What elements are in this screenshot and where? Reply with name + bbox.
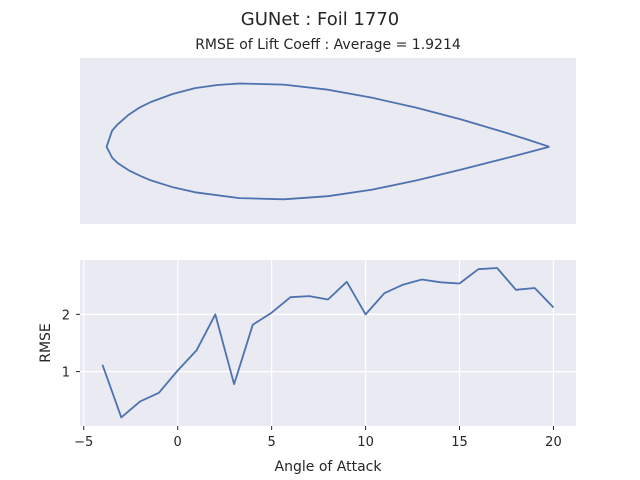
airfoil-outline <box>105 82 550 201</box>
x-tick-label: −5 <box>74 435 93 450</box>
y-grid <box>80 313 576 373</box>
rmse-series-line <box>101 267 555 419</box>
x-tick-label: 0 <box>174 435 182 450</box>
x-grid <box>83 260 555 426</box>
page-title: GUNet : Foil 1770 <box>241 9 399 30</box>
x-tick-label: 10 <box>357 435 374 450</box>
y-tick-label: 1 <box>62 366 70 381</box>
airfoil-subplot <box>80 58 576 224</box>
rmse-subplot: −5 0 5 10 15 20 12 Angle of Attack RMSE <box>38 260 576 475</box>
rmse-plot-area <box>80 260 576 426</box>
x-tick-label: 5 <box>267 435 275 450</box>
x-tick-label: 15 <box>451 435 468 450</box>
airfoil-plot-area <box>80 58 576 224</box>
x-tick-label: 20 <box>545 435 562 450</box>
y-axis-ticks: 12 <box>62 308 80 381</box>
y-tick-label: 2 <box>62 308 70 323</box>
x-axis-ticks: −5 0 5 10 15 20 <box>74 426 562 450</box>
y-axis-label: RMSE <box>38 323 54 363</box>
chart-subtitle: RMSE of Lift Coeff : Average = 1.9214 <box>195 37 461 53</box>
x-axis-label: Angle of Attack <box>275 459 383 475</box>
